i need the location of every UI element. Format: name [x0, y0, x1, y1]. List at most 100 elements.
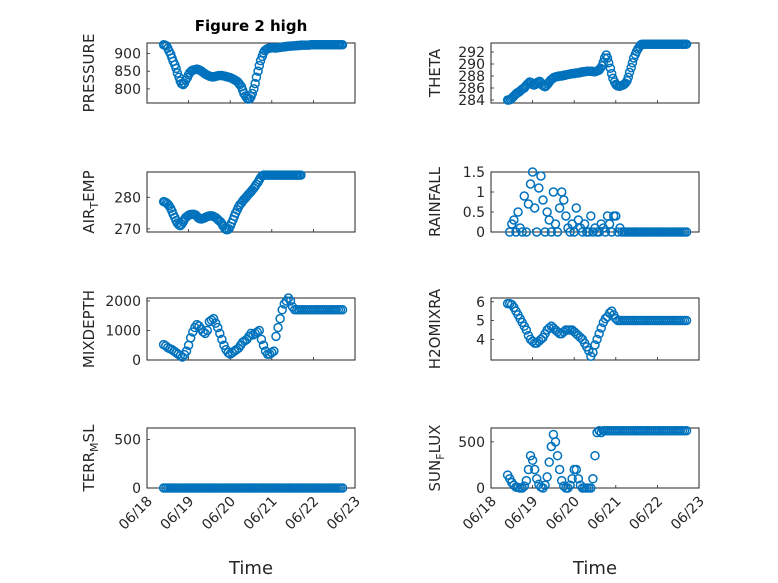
- data-point: [527, 455, 538, 466]
- subplot-6: 4 5 6 H2OMIXRA: [426, 288, 700, 369]
- data-point: [525, 179, 536, 189]
- x-tick-label: 06/21: [585, 494, 625, 534]
- data-point: [573, 474, 584, 484]
- data-point: [251, 72, 262, 82]
- data-point: [513, 207, 523, 217]
- y-axis-label: AIRTEMP: [80, 170, 101, 233]
- data-point: [507, 299, 517, 310]
- x-tick-label: 06/22: [626, 494, 666, 534]
- data-point: [181, 346, 192, 356]
- y-tick-label: 6: [476, 295, 485, 311]
- data-markers: [504, 167, 692, 237]
- data-point: [606, 68, 617, 79]
- data-point: [552, 450, 563, 461]
- data-point: [235, 79, 245, 90]
- y-axis-label: RAINFALL: [426, 166, 444, 237]
- data-point: [521, 475, 532, 486]
- data-point: [527, 167, 538, 177]
- data-markers: [502, 298, 692, 361]
- data-point: [285, 296, 296, 306]
- data-point: [521, 325, 532, 335]
- data-point: [556, 475, 567, 486]
- y-tick-label: 0: [132, 353, 141, 369]
- data-point: [624, 67, 635, 78]
- data-point: [590, 450, 600, 461]
- data-point: [254, 325, 265, 336]
- y-axis-label: H2OMIXRA: [426, 288, 444, 369]
- y-tick-label: 500: [458, 435, 485, 451]
- data-point: [217, 334, 227, 345]
- data-point: [185, 333, 196, 343]
- data-point: [252, 327, 262, 337]
- data-markers: [158, 293, 348, 362]
- data-point: [509, 215, 519, 225]
- data-point: [592, 334, 602, 345]
- subplot-3: 270 280 AIRTEMP: [80, 170, 356, 238]
- data-point: [273, 322, 283, 333]
- data-point: [188, 327, 198, 337]
- data-point: [172, 218, 183, 228]
- x-tick-label: 06/18: [460, 494, 500, 534]
- data-point: [176, 219, 187, 230]
- data-point: [605, 63, 616, 73]
- data-point: [534, 183, 544, 193]
- data-point: [538, 195, 548, 205]
- y-axis-label: PRESSURE: [80, 34, 98, 113]
- data-point: [529, 464, 540, 475]
- data-markers: [502, 426, 692, 493]
- y-tick-label: 1000: [105, 323, 141, 339]
- y-tick-label: 4: [476, 332, 485, 348]
- data-point: [271, 331, 281, 342]
- data-point: [219, 340, 229, 350]
- data-point: [563, 483, 573, 493]
- data-point: [681, 227, 692, 237]
- y-tick-label: 500: [114, 433, 141, 449]
- y-axis-label: MIXDEPTH: [80, 290, 98, 368]
- y-tick-label: 0: [476, 481, 485, 497]
- data-point: [210, 318, 221, 328]
- x-tick-label: 06/18: [116, 494, 156, 534]
- y-tick-label: 1: [476, 185, 485, 201]
- data-point: [337, 40, 348, 50]
- figure-title: Figure 2 high: [195, 17, 308, 35]
- data-point: [164, 201, 174, 211]
- data-point: [519, 481, 530, 491]
- y-tick-label: 288: [458, 69, 485, 85]
- y-tick-label: 2000: [105, 294, 141, 310]
- data-point: [626, 62, 636, 73]
- data-point: [198, 327, 208, 337]
- data-point: [606, 227, 617, 237]
- y-tick-label: 280: [114, 190, 141, 206]
- data-point: [681, 39, 692, 49]
- data-point: [175, 350, 186, 361]
- data-point: [571, 203, 582, 213]
- data-point: [554, 203, 565, 213]
- y-tick-label: 292: [458, 45, 485, 61]
- y-axis-label: SUNFLUX: [426, 425, 447, 492]
- data-point: [603, 58, 614, 68]
- data-point: [254, 60, 265, 71]
- data-point: [277, 305, 287, 315]
- y-tick-label: 1.5: [463, 165, 485, 181]
- data-point: [567, 474, 577, 484]
- data-point: [544, 457, 554, 467]
- data-point: [269, 346, 279, 356]
- y-axis-label: THETA: [426, 48, 444, 98]
- x-axis-label-left: Time: [228, 558, 273, 579]
- y-tick-label: 800: [114, 82, 141, 98]
- data-point: [554, 464, 565, 475]
- data-point: [540, 480, 550, 490]
- y-tick-label: 284: [458, 93, 485, 109]
- x-tick-label: 06/20: [199, 494, 239, 534]
- y-tick-label: 0.5: [463, 205, 485, 221]
- data-point: [337, 483, 348, 493]
- data-point: [544, 323, 554, 333]
- subplot-7: 0 500 06/18 06/19 06/20 06/21 06/22 06/23 TERRMS…: [80, 424, 364, 533]
- data-point: [627, 58, 638, 68]
- data-point: [571, 464, 582, 475]
- x-tick-label: 06/21: [241, 494, 281, 534]
- data-point: [247, 88, 257, 99]
- data-point: [256, 334, 267, 345]
